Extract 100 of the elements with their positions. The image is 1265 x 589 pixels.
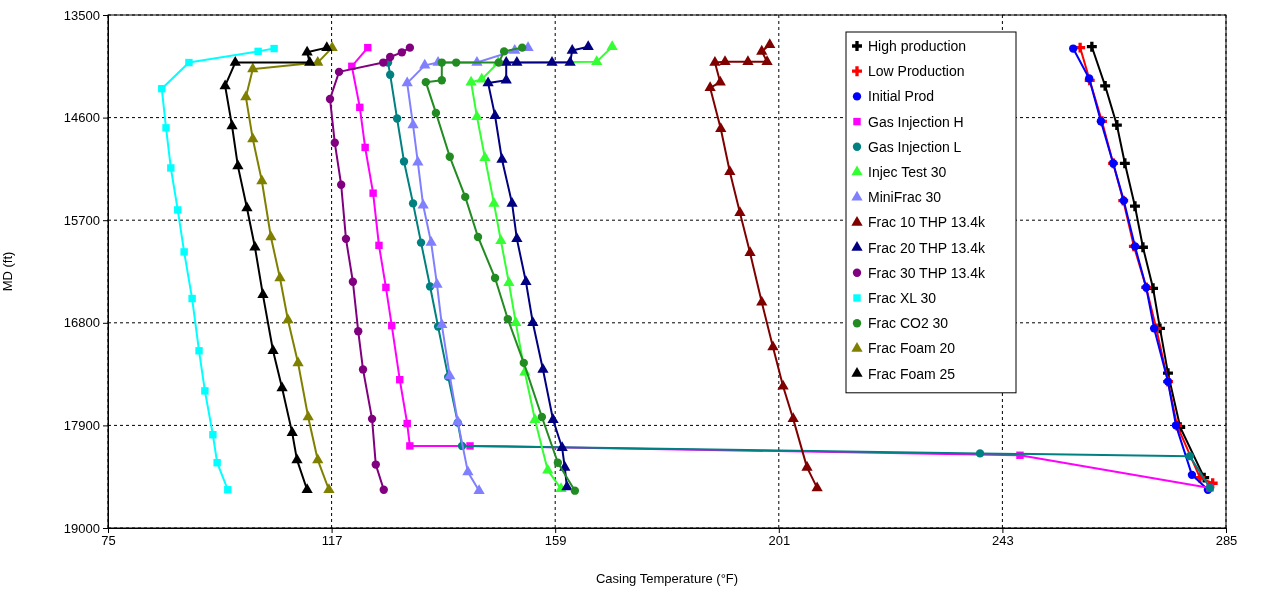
- point: [425, 236, 437, 246]
- point: [542, 463, 554, 474]
- point: [537, 362, 549, 373]
- point: [247, 132, 259, 143]
- point: [451, 58, 461, 67]
- point: [325, 94, 335, 104]
- point: [201, 387, 209, 395]
- point: [348, 277, 358, 286]
- point: [417, 198, 429, 209]
- point: [364, 43, 372, 52]
- point: [385, 52, 395, 62]
- point: [767, 340, 779, 351]
- point: [1187, 470, 1197, 480]
- point: [1129, 201, 1140, 212]
- point: [1137, 242, 1148, 253]
- point: [291, 453, 303, 464]
- point: [591, 55, 603, 65]
- point: [334, 67, 344, 77]
- point: [301, 483, 313, 494]
- point: [510, 316, 522, 327]
- y-axis-title: MD (ft): [0, 251, 15, 292]
- point: [405, 43, 415, 52]
- x-tick-label: 201: [768, 533, 791, 549]
- x-tick-label: 117: [321, 533, 343, 549]
- point: [282, 313, 294, 324]
- legend-label: Frac Foam 25: [868, 365, 956, 382]
- legend-label: Initial Prod: [868, 88, 935, 105]
- y-tick-label: 15700: [63, 212, 100, 228]
- point: [473, 484, 485, 494]
- point: [787, 412, 799, 423]
- point: [561, 480, 573, 491]
- point: [473, 232, 483, 242]
- point: [479, 151, 491, 161]
- point: [1086, 41, 1097, 52]
- y-tick-label: 19000: [63, 520, 100, 536]
- point: [375, 241, 383, 250]
- point: [520, 275, 532, 286]
- point: [529, 413, 541, 424]
- legend-label: Frac CO2 30: [868, 315, 949, 332]
- point: [436, 318, 448, 328]
- point: [240, 90, 252, 101]
- point: [553, 458, 563, 467]
- point: [209, 431, 217, 439]
- point: [371, 460, 380, 469]
- point: [385, 70, 395, 79]
- point: [407, 118, 419, 129]
- point: [499, 47, 509, 56]
- point: [174, 206, 182, 214]
- point: [490, 273, 500, 283]
- legend-label: Frac 20 THP 13.4k: [868, 239, 986, 256]
- point: [511, 232, 523, 243]
- point: [399, 157, 409, 166]
- point: [312, 453, 324, 464]
- point: [304, 56, 316, 66]
- point: [408, 199, 418, 208]
- point: [500, 73, 512, 84]
- x-tick-label: 159: [544, 533, 567, 549]
- point: [547, 413, 559, 424]
- point: [232, 159, 244, 170]
- point: [564, 56, 576, 66]
- point: [527, 316, 539, 327]
- point: [709, 56, 721, 66]
- y-tick-label: 16800: [63, 315, 100, 331]
- point: [714, 75, 726, 86]
- point: [369, 189, 377, 197]
- point: [511, 56, 523, 66]
- point: [419, 58, 431, 69]
- point: [254, 47, 262, 56]
- x-axis-title: Casing Temperature (°F): [595, 571, 739, 586]
- point: [1119, 158, 1130, 169]
- point: [241, 201, 253, 212]
- point: [274, 271, 286, 282]
- point: [403, 419, 411, 428]
- point: [354, 327, 363, 336]
- point: [379, 58, 388, 67]
- legend-label: High production: [868, 38, 967, 54]
- point: [719, 55, 731, 65]
- point: [744, 246, 756, 257]
- point: [392, 114, 402, 123]
- point: [761, 55, 773, 65]
- point: [461, 192, 470, 202]
- point: [462, 465, 474, 476]
- x-tick-label: 75: [101, 533, 116, 549]
- point: [518, 43, 527, 52]
- point: [397, 48, 407, 57]
- y-tick-label: 17900: [63, 418, 100, 434]
- point: [489, 109, 501, 119]
- legend-label: Frac 30 THP 13.4k: [868, 264, 986, 281]
- point: [975, 449, 985, 458]
- point: [219, 79, 231, 90]
- point: [292, 356, 304, 367]
- point: [801, 460, 813, 471]
- point: [270, 44, 278, 53]
- point: [323, 483, 335, 494]
- point: [330, 138, 339, 147]
- point: [482, 76, 494, 87]
- x-tick-label: 243: [992, 533, 1014, 549]
- point: [546, 56, 558, 66]
- point: [606, 40, 618, 50]
- y-tick-label: 14600: [63, 110, 100, 126]
